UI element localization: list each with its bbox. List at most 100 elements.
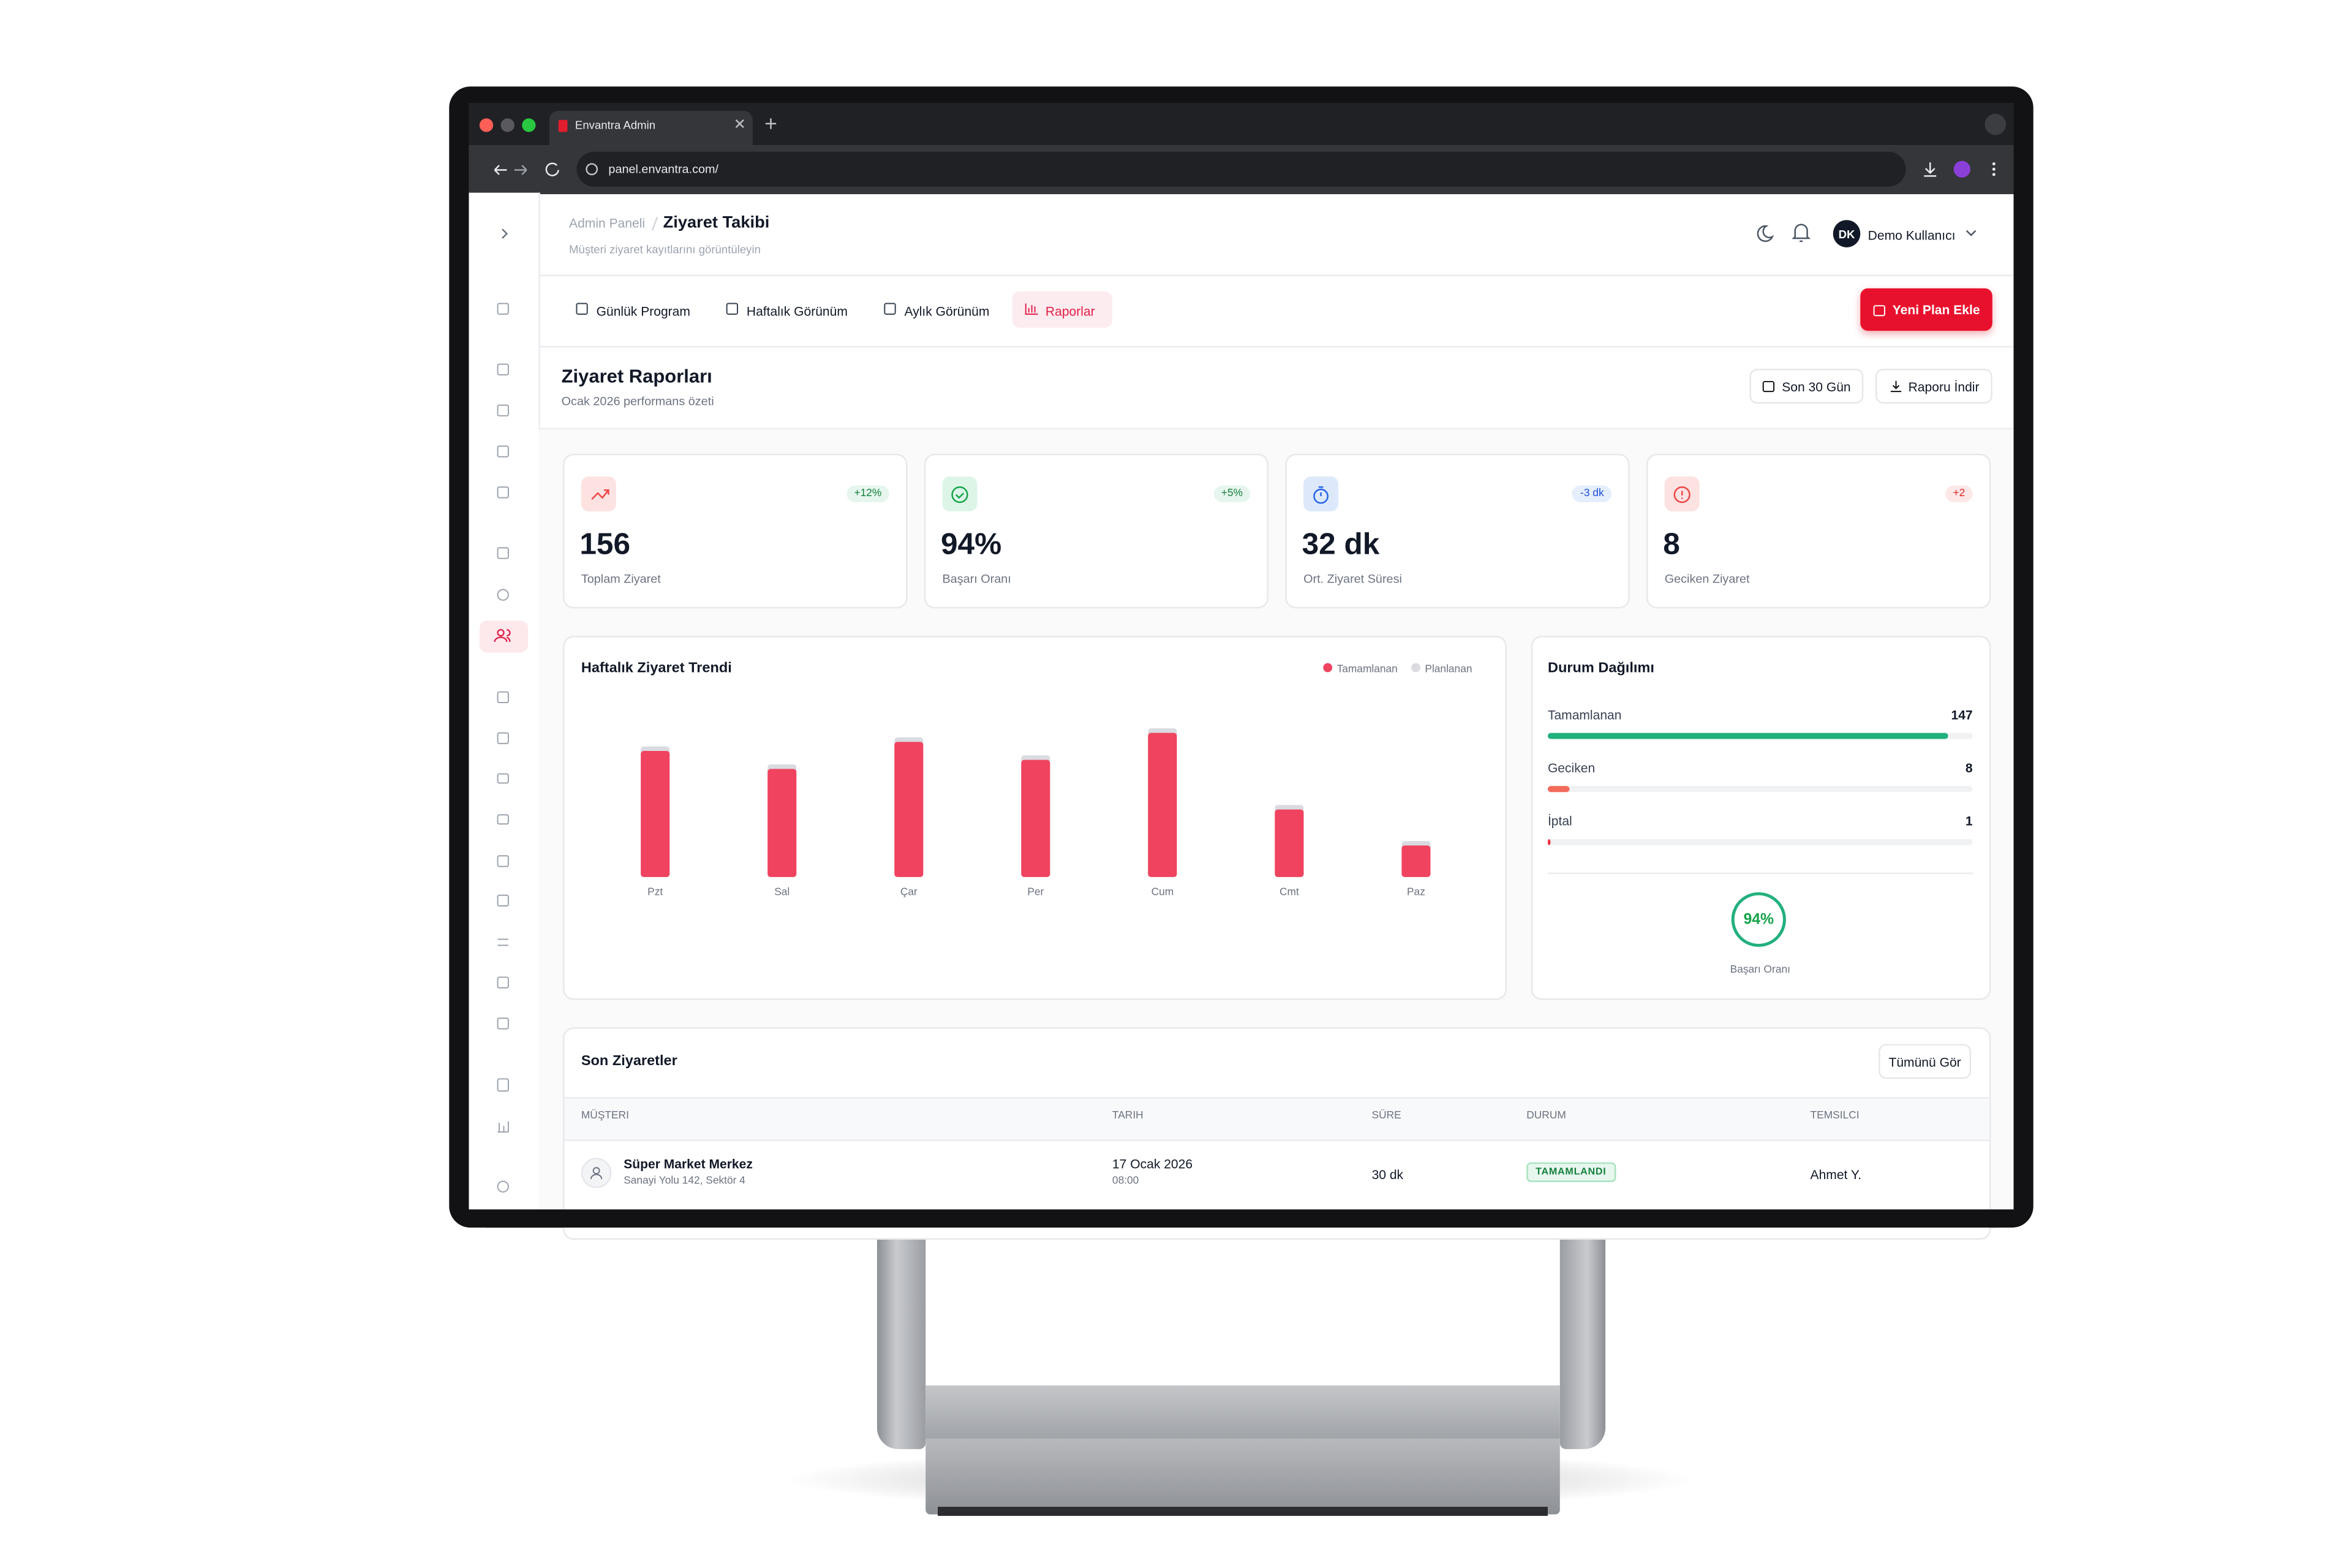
customer-avatar: [581, 1158, 612, 1188]
stand-base: [925, 1438, 1560, 1515]
x-tick-label: Cum: [1152, 886, 1174, 898]
column-header: DURUM: [1526, 1110, 1566, 1121]
breadcrumb-current: Ziyaret Takibi: [663, 214, 770, 233]
button-icon: [1874, 304, 1886, 316]
screen-cut: [469, 1209, 2014, 1228]
check-glyph: [955, 492, 965, 499]
column-header: TEMSILCI: [1810, 1110, 1860, 1121]
nav-icon: [497, 814, 509, 825]
range-button[interactable]: Son 30 Gün: [1749, 369, 1864, 404]
tabs-divider: [538, 345, 2014, 348]
tab[interactable]: Haftalık Görünüm: [746, 303, 848, 319]
sidebar-active: [479, 620, 529, 653]
x-tick-label: Cmt: [1280, 886, 1299, 898]
new-tab: [765, 118, 777, 129]
customer-address: Sanayi Yolu 142, Sektör 4: [624, 1175, 745, 1187]
completed-bar: [1275, 809, 1304, 877]
tab[interactable]: Aylık Görünüm: [904, 303, 990, 319]
tab[interactable]: Günlük Program: [596, 303, 690, 319]
x-tick-label: Paz: [1407, 886, 1425, 898]
nav-icon: [497, 547, 509, 559]
status-divider: [1547, 872, 1973, 874]
visit-time: 08:00: [1112, 1175, 1139, 1187]
nav-icon: [497, 589, 509, 601]
profile: [1953, 160, 1970, 178]
report-subtitle: Ocak 2026 performans özeti: [561, 394, 714, 409]
tab-icon-active: [1025, 303, 1038, 315]
avatar: [1833, 220, 1861, 247]
header-icons: [1757, 224, 1811, 243]
nav-icon: [497, 938, 508, 946]
view-all-button[interactable]: Tümünü Gör: [1879, 1044, 1972, 1079]
stand-foot: [938, 1507, 1548, 1516]
header-subtitle: Müşteri ziyaret kayıtlarını görüntüleyin: [569, 243, 761, 257]
primary-button[interactable]: Yeni Plan Ekle: [1860, 288, 1992, 331]
nav-icon: [497, 404, 509, 417]
nav-icon: [497, 732, 509, 744]
breadcrumb-parent: Admin Paneli: [569, 215, 646, 231]
status-bar: [1547, 786, 1570, 793]
nav-icon: [497, 773, 509, 784]
button-label: Son 30 Gün: [1782, 379, 1851, 394]
status-bar: [1547, 839, 1551, 845]
status-name: Tamamlanan: [1548, 708, 1622, 722]
tab-icon: [726, 303, 739, 315]
nav-icon: [497, 363, 509, 375]
kpi-card: [563, 453, 908, 609]
person-glyph: [592, 1167, 600, 1175]
notifications: [1792, 224, 1811, 243]
nav-icon: [497, 303, 509, 315]
window-max: [522, 118, 536, 132]
element: [951, 486, 968, 503]
browser-tab: [549, 110, 753, 146]
kpi-card: [1285, 453, 1630, 609]
visit-date: 17 Ocak 2026: [1112, 1156, 1193, 1172]
stand-leg: [876, 1221, 926, 1449]
nav-icon: [497, 1180, 509, 1193]
x-tick-label: Çar: [900, 886, 918, 898]
nav-icon: [497, 1078, 509, 1092]
avatar-initials: DK: [1838, 227, 1855, 241]
menu-dot: [1992, 167, 1996, 171]
column-header: MÜŞTERI: [581, 1110, 629, 1121]
x-tick-label: Pzt: [647, 886, 663, 898]
button-icon: [1890, 380, 1901, 393]
kpi-label: Geciken Ziyaret: [1664, 571, 1750, 586]
legend-label: Tamamlanan: [1337, 662, 1398, 674]
button-icon: [1763, 381, 1775, 393]
tab-favicon: [558, 119, 568, 132]
kpi-change: -3 dk: [1572, 485, 1611, 503]
download: [1924, 162, 1937, 177]
nav-icon: [497, 855, 509, 867]
button-icon: [1890, 380, 1901, 393]
status-track: [1547, 786, 1973, 793]
nav-icon: [497, 1121, 509, 1133]
completed-bar: [1401, 845, 1431, 877]
status-bar: [1547, 733, 1948, 739]
legend-label: Planlanan: [1425, 662, 1472, 674]
completed-bar: [641, 750, 670, 877]
rate-ring: [1731, 892, 1786, 947]
x-tick-label: Per: [1027, 886, 1044, 898]
status-title: Durum Dağılımı: [1547, 660, 1654, 677]
status-track: [1547, 839, 1973, 845]
visit-duration: 30 dk: [1371, 1167, 1404, 1182]
kpi-label: Ort. Ziyaret Süresi: [1303, 571, 1402, 586]
expand: [502, 228, 508, 239]
completed-bar: [1148, 733, 1177, 877]
browser-icons: [469, 113, 2014, 195]
tab-menu: [1985, 113, 2007, 135]
nav-icon: [497, 976, 509, 989]
nav-icon-active: [494, 629, 511, 643]
button-label: Tümünü Gör: [1888, 1054, 1961, 1069]
tab-active[interactable]: Raporlar: [1045, 303, 1095, 319]
table-header: [564, 1097, 1989, 1142]
reload: [545, 162, 559, 176]
kpi-label: Toplam Ziyaret: [581, 571, 661, 586]
chevron: [1966, 230, 1977, 236]
column-header: SÜRE: [1371, 1110, 1401, 1121]
status-value: 1: [1966, 815, 1973, 829]
rate-value: 94%: [1743, 911, 1774, 929]
download-button[interactable]: Raporu İndir: [1875, 369, 1992, 404]
